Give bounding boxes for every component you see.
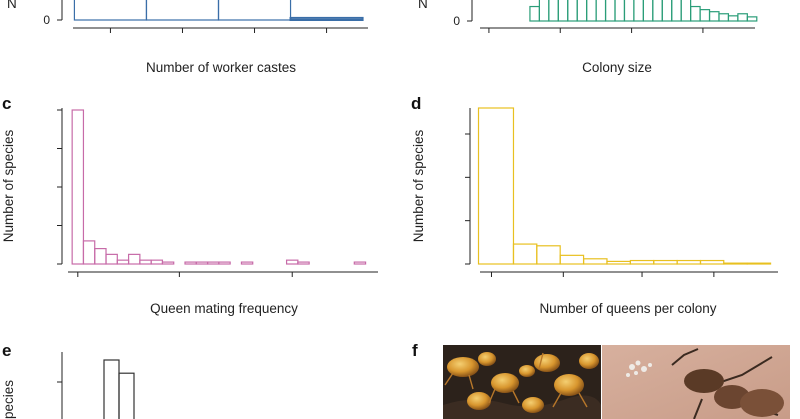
panel-b-bar — [671, 0, 682, 22]
panel-b-bar — [567, 0, 578, 22]
panel-b-bar — [690, 5, 701, 22]
panel-b-bars — [529, 0, 758, 22]
panel-b-bar — [633, 0, 644, 22]
panel-e-bars — [103, 359, 135, 419]
panel-c-bar — [105, 253, 118, 265]
panel-b-ytick-label: 0 — [453, 14, 460, 28]
ant-photo-right — [602, 345, 790, 419]
panel-b-bar — [718, 13, 730, 22]
panel-b-bar — [557, 0, 569, 22]
panel-d-bar — [629, 259, 655, 265]
panel-b-bar — [538, 0, 550, 22]
panel-b-bar — [699, 9, 711, 22]
panel-b-bar — [746, 16, 758, 22]
panel-d-yticks — [465, 133, 470, 265]
panel-b-bar — [680, 0, 692, 22]
panel-a-worker-castes-chart: N 0 Number of worker castes — [7, 0, 368, 75]
panel-d-bar — [536, 245, 561, 265]
panel-a-bars — [73, 0, 364, 21]
panel-b-xticks — [488, 28, 704, 33]
panel-b-xlabel: Colony size — [582, 60, 652, 75]
panel-c-queen-mating-chart: c Number of species Queen mating frequen… — [1, 94, 378, 316]
panel-c-bar — [116, 259, 130, 265]
panel-b-bar — [586, 0, 597, 22]
panel-d-bar — [559, 254, 585, 265]
panel-c-bar — [184, 261, 197, 265]
yellow-ants-image — [443, 345, 601, 419]
panel-c-bar — [82, 240, 96, 265]
panel-b-bar — [576, 0, 588, 22]
panel-d-bar — [653, 259, 678, 265]
panel-e-chart: e pecies — [1, 341, 135, 419]
panel-b-bar — [708, 11, 720, 22]
panel-c-xlabel: Queen mating frequency — [150, 301, 298, 316]
panel-c-bar — [297, 261, 310, 265]
panel-e-ylabel: pecies — [1, 380, 16, 419]
panel-c-letter: c — [2, 94, 11, 113]
panel-c-bar — [195, 261, 209, 265]
panel-a-xlabel: Number of worker castes — [146, 60, 296, 75]
panel-a-xticks — [109, 28, 328, 33]
panel-d-bars — [477, 107, 772, 265]
panel-d-ylabel: Number of species — [411, 129, 426, 242]
panel-b-bar — [727, 15, 739, 22]
panel-c-bar — [150, 259, 164, 265]
panel-d-bar — [606, 260, 632, 265]
panel-a-bar — [145, 0, 220, 21]
panel-d-xticks — [490, 272, 715, 277]
panel-c-bar — [161, 261, 175, 265]
panel-d-bar — [723, 262, 748, 265]
panel-b-bar — [529, 5, 540, 22]
panel-c-bar — [285, 259, 299, 265]
panel-d-bar — [582, 258, 608, 265]
panel-b-colony-size-chart: N 0 Colony size — [418, 0, 758, 75]
panel-a-ytick-label: 0 — [43, 13, 50, 27]
panel-c-bar — [353, 261, 367, 265]
panel-d-bar — [477, 107, 515, 265]
panel-b-bar — [642, 0, 654, 22]
panel-c-bars — [71, 109, 367, 265]
panel-d-bar — [746, 262, 772, 265]
panel-d-letter: d — [411, 94, 421, 113]
panel-d-xlabel: Number of queens per colony — [539, 301, 716, 316]
panel-b-bar — [661, 0, 673, 22]
panel-f-letter: f — [412, 341, 418, 360]
panel-c-yticks — [57, 109, 62, 265]
panel-b-bar — [652, 0, 663, 22]
panel-b-bar — [595, 0, 607, 22]
panel-c-ylabel: Number of species — [1, 129, 16, 242]
panel-b-ylabel-fragment: N — [418, 0, 428, 11]
panel-d-bar — [512, 243, 538, 265]
large-ant-image — [602, 345, 790, 419]
ant-photo-left — [443, 345, 601, 419]
panel-a-ylabel-fragment: N — [7, 0, 17, 11]
panel-b-bar — [623, 0, 635, 22]
panel-d-bar — [676, 259, 702, 265]
panel-b-bar — [604, 0, 616, 22]
panel-a-bar — [289, 16, 364, 21]
panel-e-letter: e — [2, 341, 11, 360]
panel-d-queens-per-colony-chart: d Number of species Number of queens per… — [411, 94, 778, 316]
panel-c-xticks — [77, 272, 293, 277]
panel-c-bar — [71, 109, 85, 265]
panel-c-bar — [139, 259, 152, 265]
panel-b-bar — [737, 13, 748, 22]
panel-c-bar — [218, 261, 231, 265]
panel-c-bar — [94, 248, 107, 265]
panel-c-bar — [240, 261, 254, 265]
panel-b-bar — [548, 0, 559, 22]
panel-b-bar — [614, 0, 626, 22]
panel-a-bar — [73, 0, 148, 21]
panel-d-bar — [699, 259, 725, 265]
panel-e-bar — [103, 359, 120, 419]
panel-e-bar — [118, 372, 135, 419]
panel-c-bar — [206, 261, 220, 265]
panel-c-bar — [127, 253, 141, 265]
panel-a-bar — [217, 0, 292, 21]
